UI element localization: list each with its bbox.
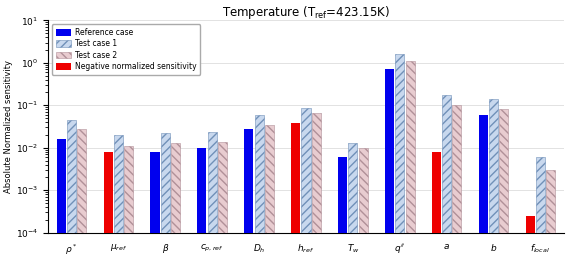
Bar: [546, 170, 556, 261]
Bar: [395, 54, 404, 261]
Bar: [312, 113, 321, 261]
Bar: [57, 139, 66, 261]
Bar: [208, 132, 217, 261]
Bar: [385, 69, 394, 261]
Legend: Reference case, Test case 1, Test case 2, Negative normalized sensitivity: Reference case, Test case 1, Test case 2…: [52, 24, 201, 75]
Bar: [499, 109, 508, 261]
Bar: [536, 157, 545, 261]
Bar: [124, 146, 133, 261]
Bar: [151, 152, 160, 261]
Bar: [254, 115, 264, 261]
Bar: [302, 108, 311, 261]
Bar: [244, 129, 253, 261]
Bar: [358, 148, 367, 261]
Bar: [452, 105, 461, 261]
Bar: [338, 157, 347, 261]
Bar: [171, 143, 180, 261]
Bar: [348, 143, 357, 261]
Bar: [77, 129, 86, 261]
Bar: [114, 135, 123, 261]
Bar: [442, 96, 451, 261]
Bar: [406, 61, 415, 261]
Bar: [161, 133, 170, 261]
Bar: [291, 123, 300, 261]
Bar: [479, 115, 488, 261]
Bar: [218, 141, 227, 261]
Bar: [67, 120, 76, 261]
Y-axis label: Absolute Normalized sensitivity: Absolute Normalized sensitivity: [4, 60, 13, 193]
Bar: [525, 216, 534, 261]
Bar: [197, 148, 206, 261]
Bar: [432, 152, 441, 261]
Title: Temperature (T$_{\mathregular{ref}}$=423.15K): Temperature (T$_{\mathregular{ref}}$=423…: [222, 4, 390, 21]
Bar: [489, 99, 498, 261]
Bar: [103, 152, 112, 261]
Bar: [265, 125, 274, 261]
